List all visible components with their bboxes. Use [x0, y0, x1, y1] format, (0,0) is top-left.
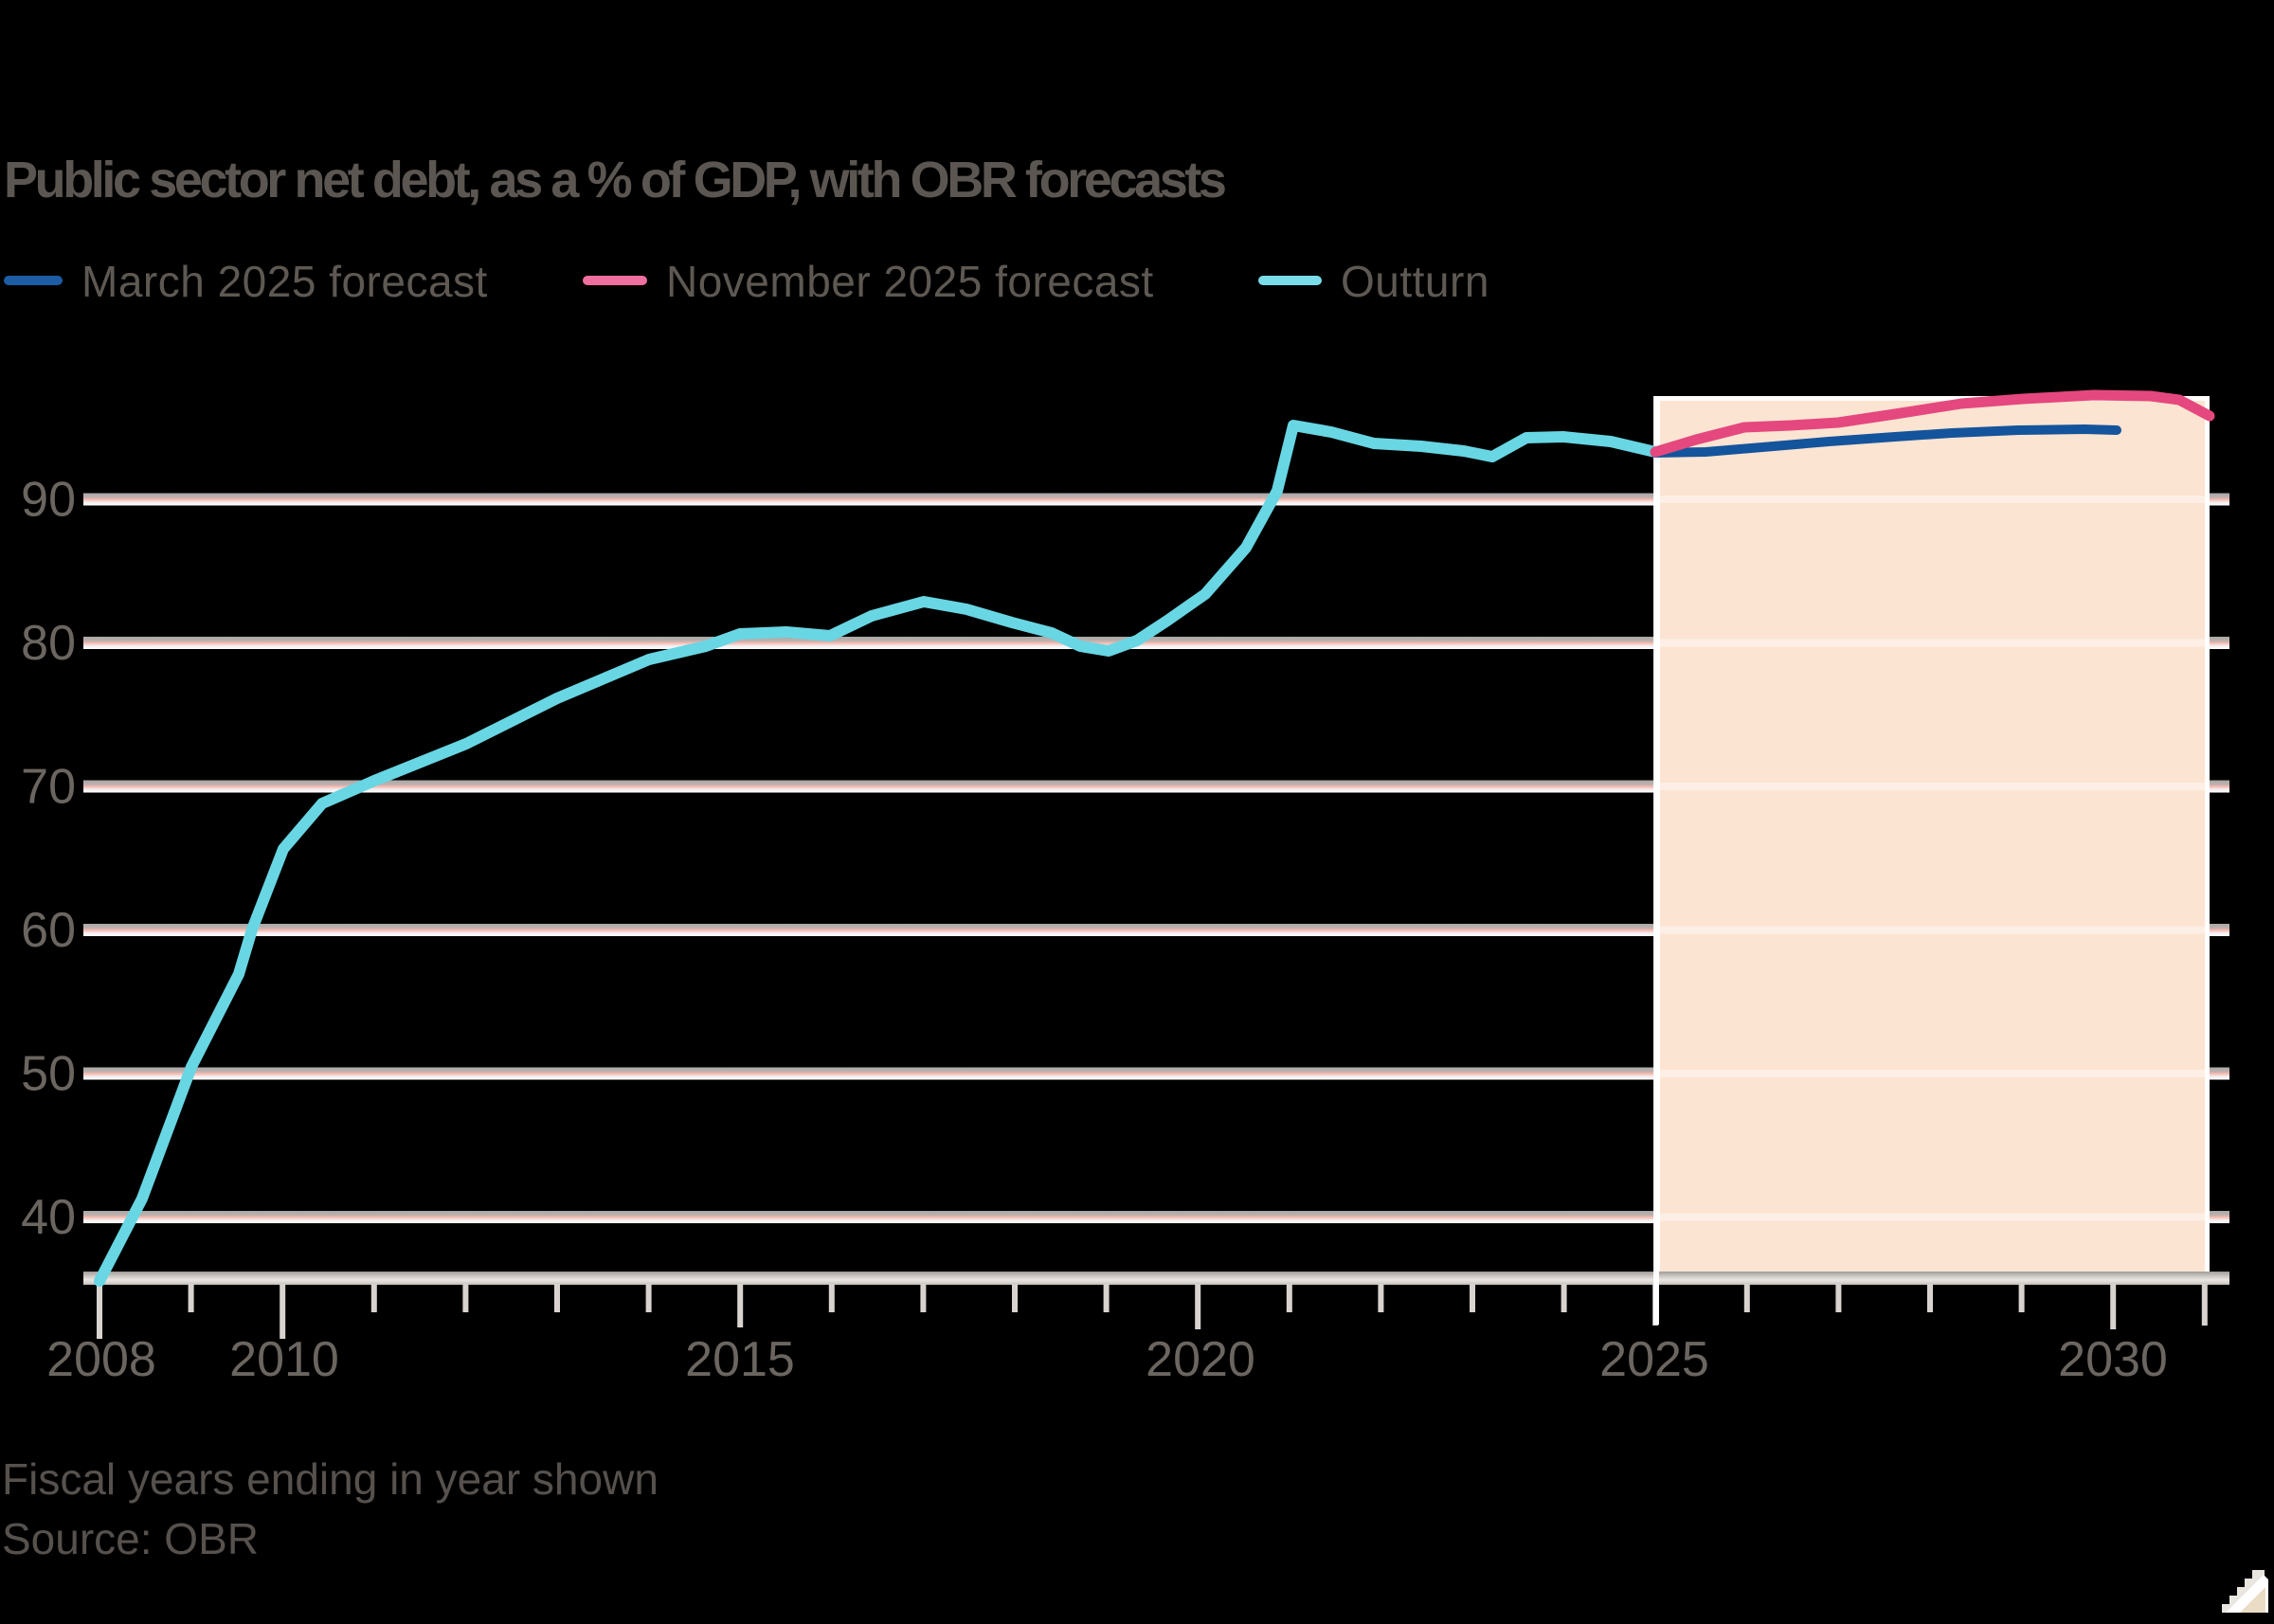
svg-text:80: 80 — [21, 616, 76, 671]
svg-text:Source: OBR: Source: OBR — [2, 1514, 259, 1563]
svg-text:70: 70 — [21, 760, 76, 815]
svg-text:90: 90 — [21, 473, 76, 528]
svg-text:March 2025 forecast: March 2025 forecast — [81, 257, 488, 306]
svg-text:Public sector net debt, as a %: Public sector net debt, as a % of GDP, w… — [4, 152, 1225, 208]
svg-text:2030: 2030 — [2058, 1332, 2168, 1387]
svg-text:2015: 2015 — [685, 1332, 795, 1387]
svg-text:Outturn: Outturn — [1341, 257, 1489, 306]
svg-text:50: 50 — [21, 1047, 76, 1102]
svg-text:2010: 2010 — [229, 1332, 339, 1387]
svg-text:60: 60 — [21, 903, 76, 958]
svg-text:Fiscal years ending in year sh: Fiscal years ending in year shown — [2, 1454, 659, 1504]
svg-text:2020: 2020 — [1146, 1332, 1255, 1387]
svg-text:40: 40 — [21, 1190, 76, 1245]
svg-text:2025: 2025 — [1599, 1332, 1709, 1387]
svg-text:November 2025 forecast: November 2025 forecast — [666, 257, 1154, 306]
svg-text:2008: 2008 — [46, 1332, 156, 1387]
